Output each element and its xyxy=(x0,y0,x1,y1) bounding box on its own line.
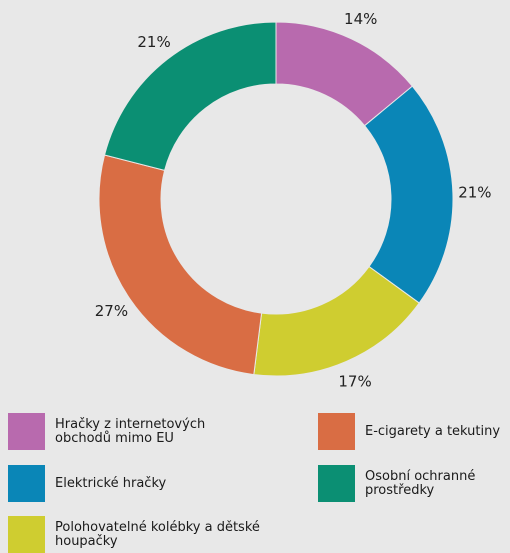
data-label-kolebky: 17% xyxy=(338,373,371,391)
legend-swatch xyxy=(8,465,45,502)
legend-swatch xyxy=(8,516,45,553)
legend-swatch xyxy=(318,465,355,502)
legend-label: Osobní ochranné prostředky xyxy=(365,468,476,498)
legend-item-elektricke-hracky: Elektrické hračky xyxy=(8,465,255,502)
legend-label: Hračky z internetových obchodů mimo EU xyxy=(55,416,206,446)
legend-item-ochranne-prostredky: Osobní ochranné prostředky xyxy=(318,465,510,502)
data-label-elektricke-hracky: 21% xyxy=(458,184,491,202)
legend-item-e-cigarety: E-cigarety a tekutiny xyxy=(318,413,510,450)
slice-elektricke-hracky xyxy=(363,85,454,304)
slice-ochranne-prostredky xyxy=(103,21,277,172)
legend-item-kolebky: Polohovatelné kolébky a dětské houpačky xyxy=(8,516,285,553)
data-label-ochranne-prostredky: 21% xyxy=(137,33,170,51)
data-label-e-cigarety: 27% xyxy=(95,302,128,320)
legend-label: Elektrické hračky xyxy=(55,475,167,491)
data-label-hracky-internet: 14% xyxy=(344,10,377,28)
legend-item-hracky-internet: Hračky z internetových obchodů mimo EU xyxy=(8,413,255,450)
legend-label: E-cigarety a tekutiny xyxy=(365,423,501,439)
donut-chart: 14% 21% 17% 27% 21% xyxy=(95,10,492,391)
legend-swatch xyxy=(8,413,45,450)
legend-swatch xyxy=(318,413,355,450)
legend-label: Polohovatelné kolébky a dětské houpačky xyxy=(55,519,260,549)
slice-e-cigarety xyxy=(98,154,263,376)
